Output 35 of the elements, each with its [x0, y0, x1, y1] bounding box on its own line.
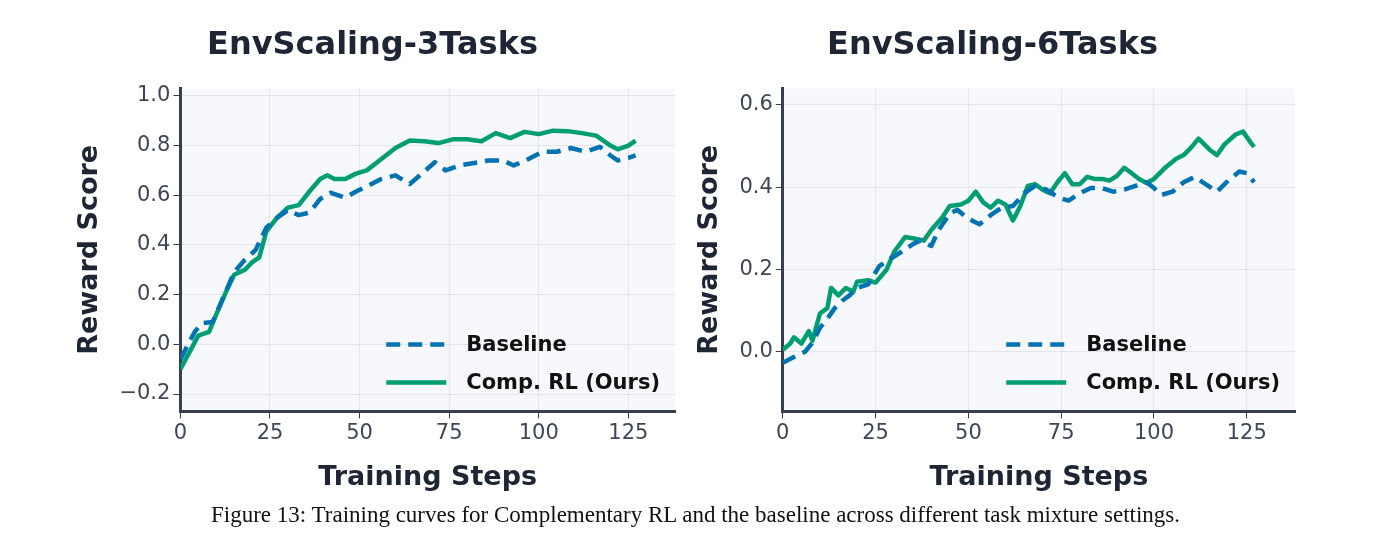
- x-tick-label: 75: [435, 420, 463, 445]
- y-tick-label: 0.8: [136, 132, 171, 156]
- x-tick-label: 0: [173, 420, 188, 445]
- x-tick-label: 50: [346, 420, 373, 445]
- legend-label: Baseline: [1086, 331, 1187, 356]
- x-tick-label: 0: [776, 420, 790, 445]
- chart-title: EnvScaling-6Tasks: [827, 23, 1158, 62]
- y-tick-label: 0.0: [136, 330, 171, 355]
- y-axis-title: Reward Score: [72, 144, 104, 355]
- legend-label: Baseline: [466, 331, 567, 356]
- y-axis-title: Reward Score: [692, 144, 724, 355]
- x-tick-label: 125: [608, 420, 649, 445]
- y-tick-label: 1.0: [136, 82, 171, 107]
- y-tick-label: −0.2: [119, 380, 171, 405]
- y-tick-label: 0.4: [739, 173, 773, 198]
- y-tick-label: 0.2: [136, 281, 171, 306]
- chart-title: EnvScaling-3Tasks: [207, 23, 538, 62]
- y-tick-label: 0.6: [136, 181, 171, 206]
- x-axis-title: Training Steps: [929, 459, 1149, 491]
- y-tick-label: 0.4: [136, 231, 171, 256]
- legend-label: Comp. RL (Ours): [1086, 369, 1281, 394]
- line-series: [782, 169, 1257, 366]
- x-tick-label: 75: [1047, 420, 1075, 445]
- y-tick-label: 0.2: [739, 255, 773, 280]
- x-tick-label: 100: [1133, 420, 1175, 445]
- legend-label: Comp. RL (Ours): [466, 369, 661, 394]
- x-tick-label: 125: [1226, 420, 1267, 445]
- x-axis-title: Training Steps: [318, 459, 538, 491]
- y-tick-label: 0.6: [739, 91, 773, 116]
- x-tick-label: 50: [955, 420, 982, 445]
- x-tick-label: 100: [518, 420, 559, 445]
- x-tick-label: 25: [862, 420, 889, 445]
- y-tick-label: 0.0: [739, 338, 773, 363]
- caption: Figure 13: Training curves for Complementary RL and the baseline across different task mixture settings.: [210, 502, 1181, 528]
- x-tick-label: 25: [256, 420, 284, 445]
